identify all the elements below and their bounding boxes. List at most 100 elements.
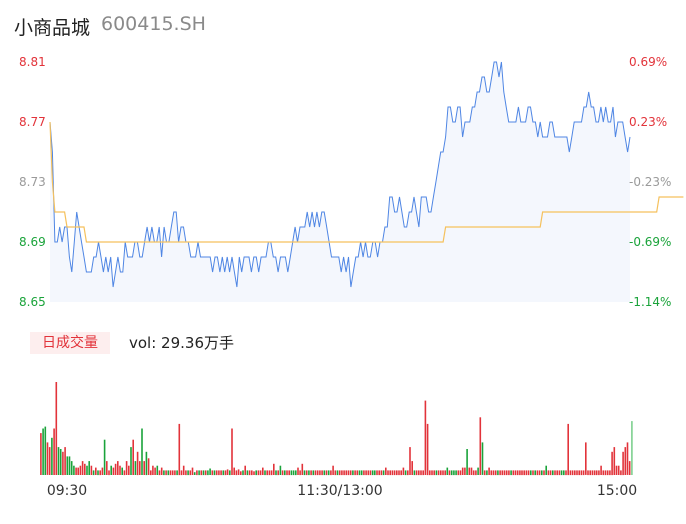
volume-bar bbox=[486, 470, 488, 476]
volume-bar bbox=[165, 470, 167, 476]
volume-bar bbox=[92, 470, 95, 476]
volume-bar bbox=[363, 470, 365, 476]
volume-bar bbox=[356, 470, 359, 476]
volume-bar bbox=[251, 470, 253, 476]
volume-bar bbox=[233, 467, 235, 475]
volume-bar bbox=[134, 461, 137, 475]
volume-bar bbox=[532, 470, 534, 476]
volume-bar bbox=[55, 382, 58, 475]
volume-bar bbox=[591, 470, 594, 476]
volume-bar bbox=[409, 447, 411, 475]
volume-bar bbox=[266, 470, 268, 476]
volume-bar bbox=[316, 470, 319, 476]
volume-bar bbox=[180, 470, 183, 476]
volume-bar bbox=[279, 465, 282, 475]
volume-bar bbox=[560, 470, 563, 476]
volume-bar bbox=[48, 447, 51, 475]
volume-bar bbox=[595, 470, 598, 476]
volume-bar bbox=[499, 470, 501, 476]
volume-bar bbox=[147, 458, 150, 475]
volume-bar bbox=[123, 470, 126, 476]
volume-bar bbox=[442, 470, 444, 476]
volume-bar bbox=[374, 470, 376, 476]
volume-bar bbox=[185, 470, 187, 476]
volume-bar bbox=[580, 470, 583, 476]
volume-bar bbox=[459, 470, 462, 476]
volume-bar bbox=[222, 470, 225, 476]
volume-bar bbox=[598, 470, 600, 476]
stock-name: 小商品城 bbox=[14, 17, 91, 39]
volume-bar bbox=[628, 461, 631, 475]
volume-bar bbox=[290, 470, 293, 476]
volume-bar bbox=[574, 470, 576, 476]
volume-bar bbox=[420, 470, 422, 476]
volume-bar bbox=[301, 463, 304, 475]
volume-bar bbox=[606, 470, 609, 476]
volume-bar bbox=[66, 456, 69, 475]
volume-bar bbox=[145, 451, 148, 476]
volume-bar bbox=[244, 465, 246, 475]
volume-bar bbox=[284, 470, 286, 476]
volume-bar bbox=[211, 470, 214, 476]
volume-bar bbox=[136, 451, 139, 476]
volume-bar bbox=[207, 470, 209, 476]
volume-bar bbox=[59, 449, 62, 475]
volume-bar bbox=[631, 421, 633, 475]
y2-tick-label: 0.23% bbox=[629, 115, 667, 129]
volume-bar bbox=[391, 470, 394, 476]
volume-bar bbox=[332, 465, 334, 475]
y2-tick-label: 0.69% bbox=[629, 55, 667, 69]
volume-bar bbox=[112, 467, 115, 475]
volume-bar bbox=[152, 465, 154, 475]
volume-bar bbox=[488, 467, 490, 475]
volume-bar bbox=[310, 470, 312, 476]
volume-bar bbox=[569, 470, 572, 476]
volume-bar bbox=[481, 442, 484, 475]
volume-bar bbox=[191, 467, 194, 475]
volume-bar bbox=[79, 465, 82, 475]
volume-bar bbox=[209, 468, 211, 475]
volume-bar bbox=[426, 423, 429, 476]
volume-bar bbox=[477, 467, 479, 475]
volume-bar bbox=[475, 470, 477, 476]
y-tick-label: 8.81 bbox=[19, 55, 46, 69]
volume-bar bbox=[308, 470, 310, 476]
volume-bar bbox=[314, 470, 317, 476]
volume-bar bbox=[472, 470, 475, 476]
volume-bar bbox=[108, 470, 110, 476]
volume-bar bbox=[466, 449, 468, 475]
volume-bar bbox=[323, 470, 326, 476]
volume-bar bbox=[343, 470, 345, 476]
x-tick-label: 11:30/13:00 bbox=[297, 483, 382, 499]
volume-bar bbox=[352, 470, 354, 476]
y-tick-label: 8.73 bbox=[19, 175, 46, 189]
volume-bar bbox=[490, 470, 493, 476]
volume-bar bbox=[534, 470, 536, 476]
volume-bar bbox=[312, 470, 315, 476]
volume-bar bbox=[51, 437, 53, 475]
volume-bar bbox=[292, 470, 295, 476]
volume-bar bbox=[602, 470, 605, 476]
volume-bar bbox=[213, 470, 216, 476]
volume-bar bbox=[402, 467, 405, 475]
volume-bar bbox=[345, 470, 348, 476]
volume-bar bbox=[369, 470, 372, 476]
volume-bar bbox=[281, 470, 284, 476]
volume-bar bbox=[171, 470, 174, 476]
volume-bar bbox=[273, 463, 275, 475]
volume-bar bbox=[259, 470, 262, 476]
volume-bar bbox=[433, 470, 435, 476]
volume-bar bbox=[62, 451, 64, 476]
volume-bar bbox=[88, 461, 90, 475]
volume-bar bbox=[255, 470, 257, 476]
volume-bar bbox=[325, 470, 328, 476]
volume-bar bbox=[119, 465, 121, 475]
volume-bar bbox=[501, 470, 504, 476]
volume-bar bbox=[73, 465, 75, 475]
volume-bar bbox=[424, 400, 427, 475]
volume-bar bbox=[413, 470, 416, 476]
volume-bar bbox=[97, 470, 99, 476]
volume-bar bbox=[121, 467, 123, 475]
volume-bar bbox=[299, 470, 301, 476]
volume-bar bbox=[510, 470, 512, 476]
